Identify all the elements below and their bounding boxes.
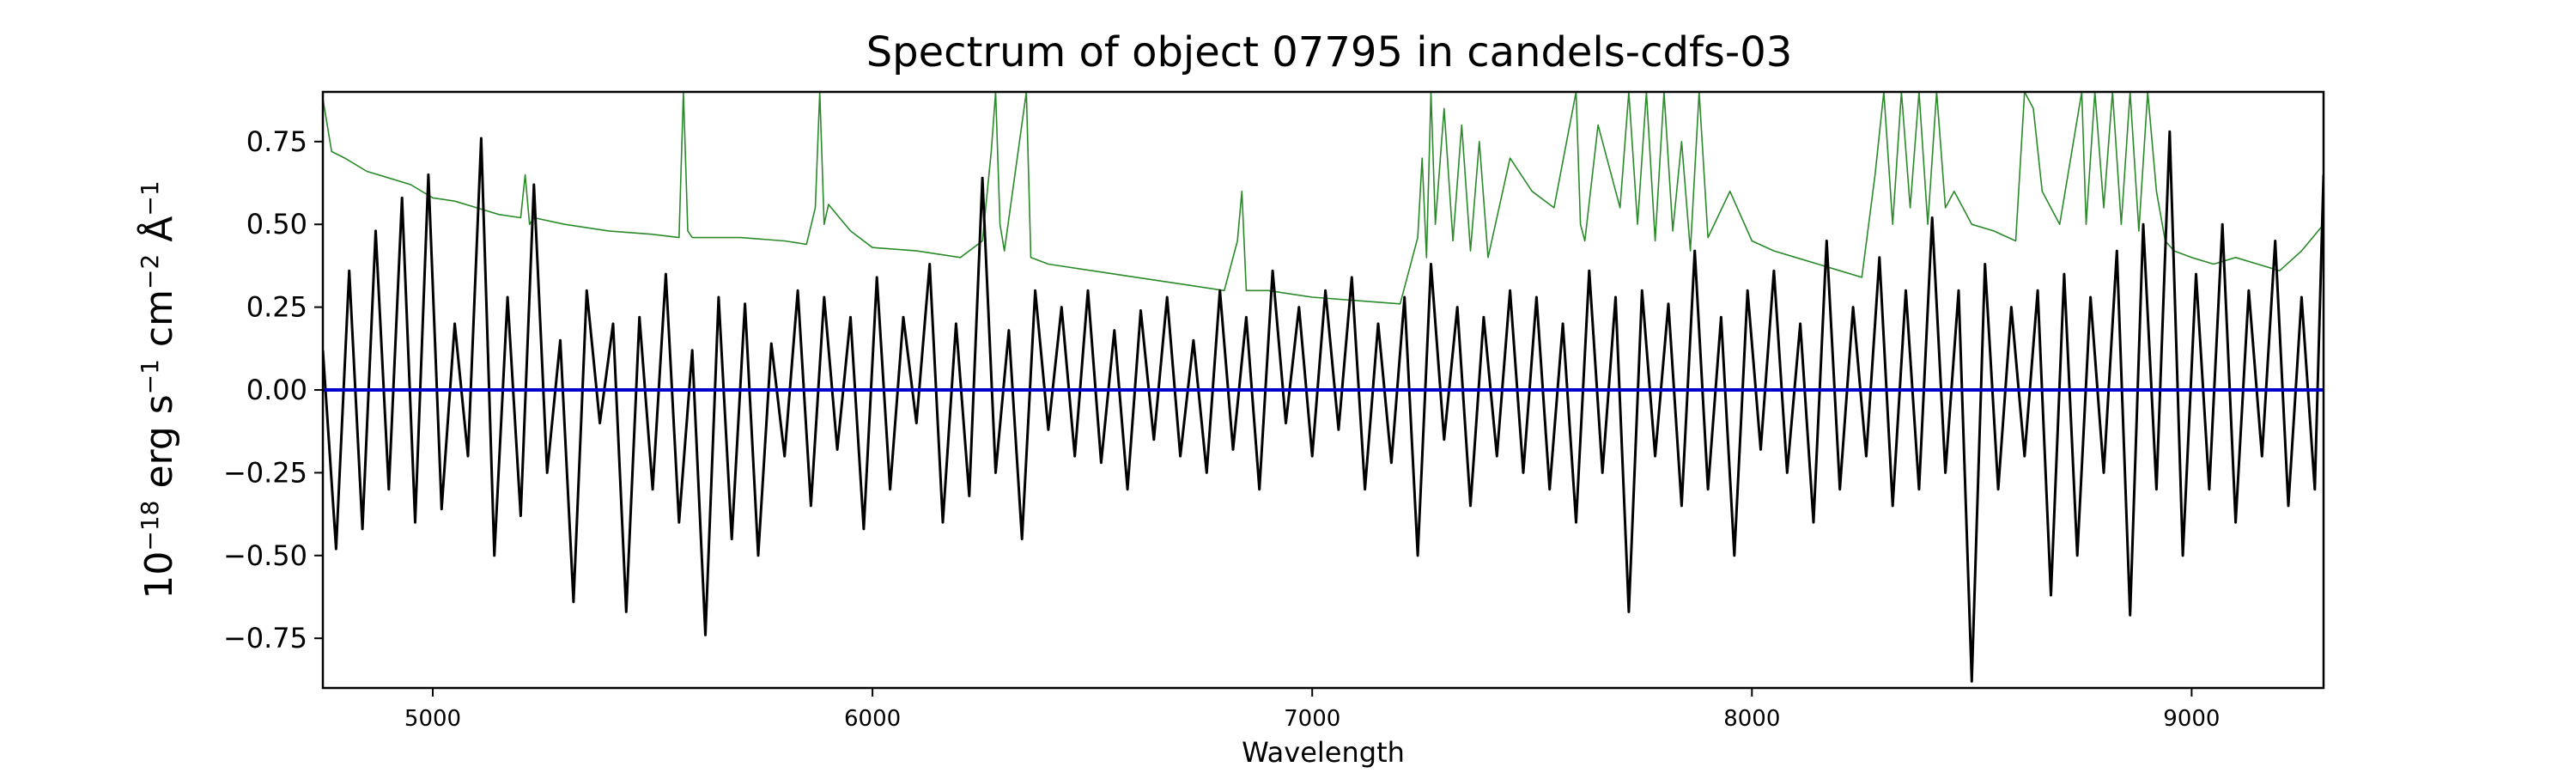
y-tick-label: −0.75 (223, 622, 307, 654)
x-tick-label: 5000 (404, 706, 461, 732)
y-tick-label: −0.50 (223, 539, 307, 572)
y-tick-label: 0.00 (246, 374, 307, 406)
y-tick-label: 0.75 (246, 125, 307, 158)
x-tick-label: 6000 (844, 706, 901, 732)
y-axis-label-angstrom: Å (136, 216, 181, 254)
y-tick-label: 0.25 (246, 291, 307, 324)
error-series-line (323, 92, 2324, 305)
y-axis-label-exp-s: −1 (136, 359, 164, 394)
y-axis-label-cm: cm (137, 289, 181, 359)
y-axis: 0.75 0.50 0.25 0.00 −0.25 −0.50 −0.75 (223, 125, 323, 654)
y-axis-label-exp-scale: −18 (136, 501, 164, 551)
x-tick-label: 9000 (2163, 706, 2220, 732)
plot-area (323, 92, 2324, 683)
x-tick-label: 7000 (1284, 706, 1340, 732)
x-tick-label: 8000 (1723, 706, 1780, 732)
y-axis-label-base: 10 (137, 551, 181, 600)
y-axis-label-exp-a: −1 (136, 180, 164, 216)
y-tick-label: −0.25 (223, 456, 307, 489)
y-axis-label-exp-cm: −2 (136, 254, 164, 289)
chart-title: Spectrum of object 07795 in candels-cdfs… (866, 28, 1793, 76)
x-axis: 5000 6000 7000 8000 9000 (404, 688, 2220, 732)
flux-series-line (323, 130, 2324, 683)
y-tick-label: 0.50 (246, 208, 307, 240)
y-axis-label-erg: erg s (137, 394, 181, 500)
x-axis-label: Wavelength (1242, 736, 1405, 769)
y-axis-label: 10−18 erg s−1 cm−2 Å−1 (136, 180, 181, 599)
